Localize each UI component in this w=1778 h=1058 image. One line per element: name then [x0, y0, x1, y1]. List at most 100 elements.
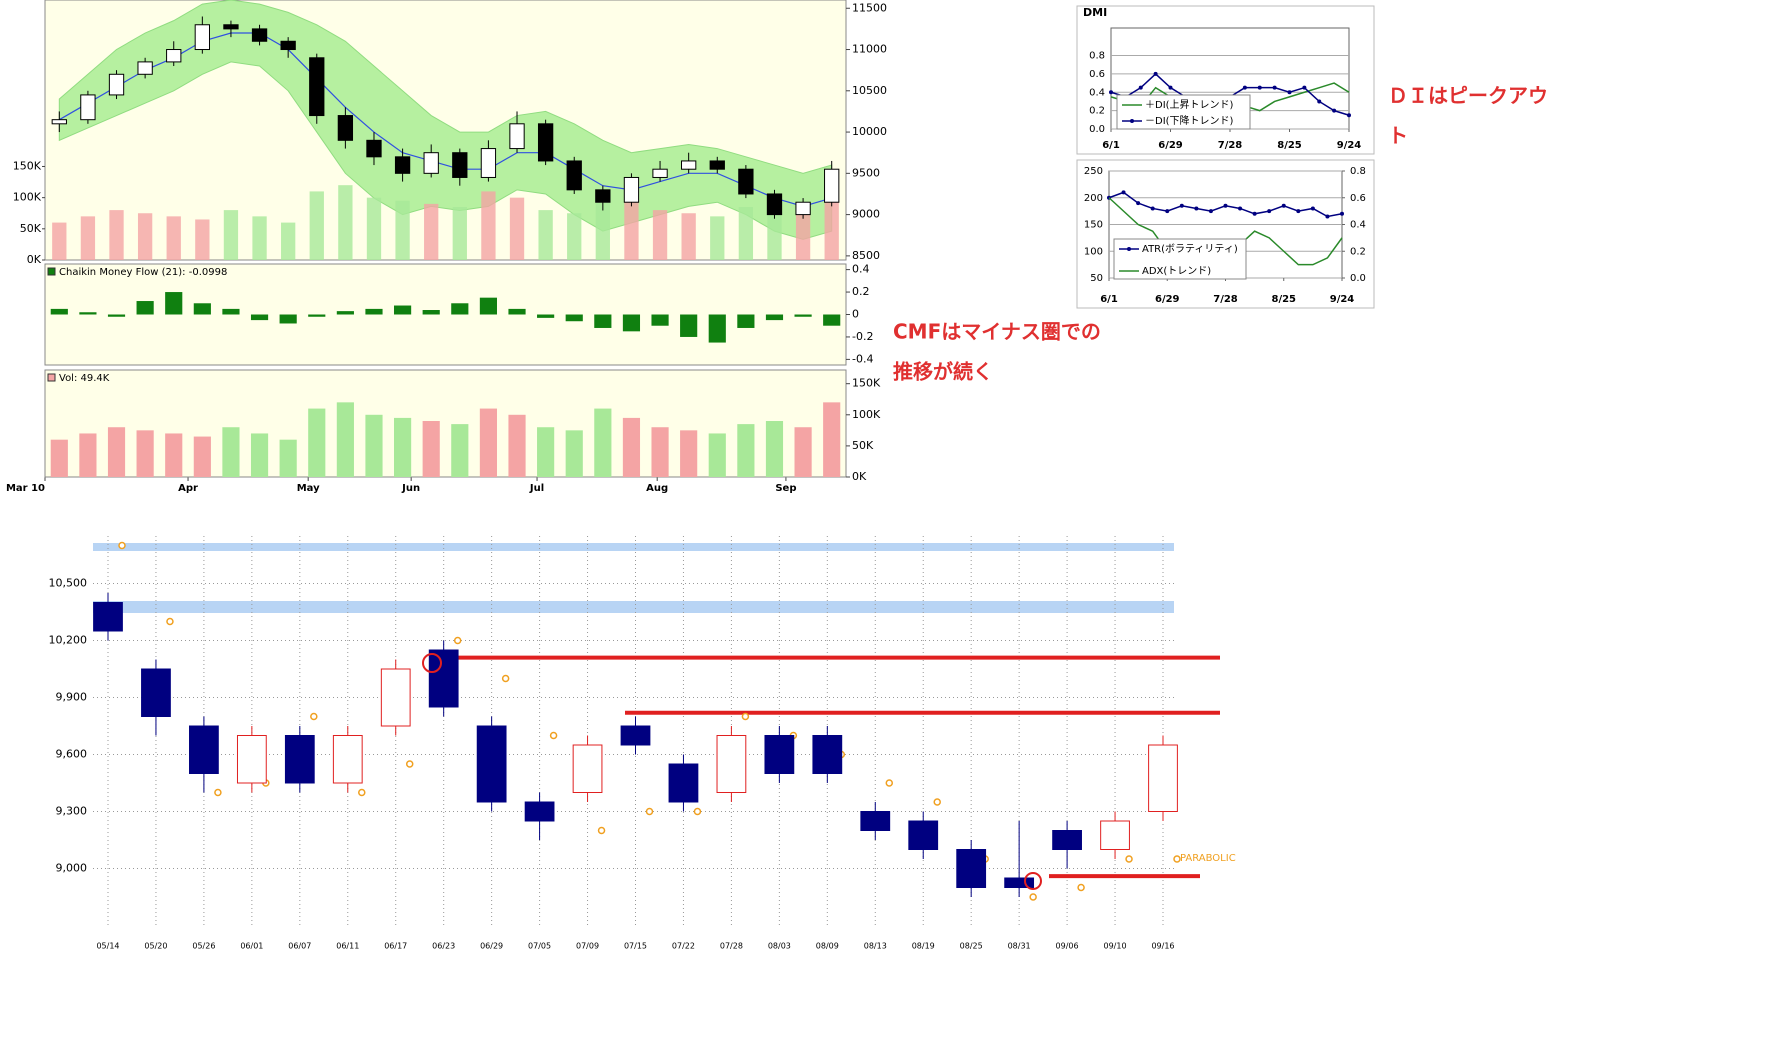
parabolic-dot [214, 788, 222, 797]
volume-bar [624, 200, 639, 260]
bar [250, 433, 269, 477]
volume-bar [509, 197, 525, 260]
y-tick-label: 10,500 [49, 577, 88, 590]
x-tick-label: 09/10 [1104, 942, 1127, 951]
candle-body [137, 61, 153, 75]
candle-body [1148, 744, 1178, 812]
x-tick-label: 06/29 [480, 942, 503, 951]
volume-bar [538, 210, 553, 260]
candle-body [566, 160, 582, 191]
bar [594, 314, 612, 328]
candle-body [423, 152, 439, 174]
bar [165, 433, 183, 477]
candle-body [309, 57, 325, 117]
series-marker [1325, 214, 1330, 219]
y-tick-label: 150 [1084, 220, 1103, 231]
x-tick-label: 9/24 [1330, 294, 1355, 305]
x-tick-label: 09/06 [1056, 942, 1079, 951]
bar [79, 433, 97, 477]
y-tick-label: -0.2 [852, 330, 873, 343]
parabolic-dot [358, 788, 366, 797]
parabolic-dot [693, 807, 702, 816]
y2-tick-label: 0.8 [1350, 166, 1366, 177]
series-marker [1242, 85, 1247, 90]
candle-body [766, 193, 783, 216]
candle-body [738, 168, 754, 195]
parabolic-dot [1029, 893, 1037, 901]
candle-body [251, 28, 268, 42]
series-marker [1302, 85, 1307, 90]
parabolic-label: PARABOLIC [1180, 853, 1236, 864]
x-tick-label: 09/16 [1151, 942, 1174, 951]
parabolic-dot [501, 674, 510, 683]
candle-body [1100, 820, 1130, 850]
x-tick-label: 07/28 [720, 942, 743, 951]
bar [737, 314, 755, 328]
y-tick-label: 10,200 [49, 634, 88, 647]
parabolic-dot [118, 541, 126, 550]
series-marker [1257, 85, 1262, 90]
x-tick-label: 05/26 [192, 942, 215, 951]
x-tick-label: 05/20 [144, 942, 167, 951]
y-tick-label: 200 [1084, 193, 1103, 204]
series-marker [1332, 108, 1337, 113]
annotation: ＤＩはピークアウ [1388, 84, 1548, 108]
y-tick-label: 0 [852, 308, 859, 321]
volume-bar [281, 222, 296, 260]
bar [394, 305, 412, 315]
parabolic-dot [1125, 855, 1133, 863]
legend-label: ATR(ボラティリティ) [1142, 243, 1238, 255]
series-marker [1150, 206, 1155, 211]
series-marker [1194, 206, 1199, 211]
legend-label: ＋DI(上昇トレンド) [1145, 99, 1234, 111]
legend-label: －DI(下降トレンド) [1145, 114, 1234, 127]
candle-body [812, 735, 843, 774]
panel-title: Chaikin Money Flow (21): -0.0998 [59, 267, 227, 278]
y-tick-label: 9000 [852, 208, 880, 221]
x-tick-label: 6/29 [1155, 294, 1180, 305]
series-marker [1238, 206, 1243, 211]
series-marker [1136, 201, 1141, 206]
y-tick-label: 9,600 [56, 748, 88, 761]
candle-body [380, 668, 411, 727]
parabolic-dot [885, 779, 894, 787]
volume-bar [681, 213, 696, 260]
series-marker [1252, 211, 1257, 216]
volume-bar [309, 191, 324, 260]
legend-marker [1130, 119, 1134, 123]
x-tick-label: 07/22 [672, 942, 695, 951]
series-marker [1310, 206, 1315, 211]
bar [422, 421, 440, 477]
x-tick-label: 07/09 [576, 942, 599, 951]
x-tick-label: 06/11 [336, 942, 359, 951]
candle-body [681, 160, 697, 170]
y2-tick-label: 0.2 [1350, 246, 1366, 257]
volume-bar [452, 207, 467, 260]
x-tick-label: 06/01 [240, 942, 263, 951]
y-tick-label: 10000 [852, 125, 887, 138]
panel-title: Vol: 49.4K [59, 373, 110, 384]
series-marker [1267, 209, 1272, 214]
y2-tick-label: 0.0 [1350, 273, 1366, 284]
volume-bar [109, 210, 124, 260]
x-tick-label: 8/25 [1271, 294, 1296, 305]
candle-body [509, 123, 525, 150]
series-marker [1179, 203, 1184, 208]
y-tick-label: 50K [852, 439, 874, 452]
bar [50, 439, 68, 477]
bar [136, 430, 154, 477]
y-tick-label: 11500 [852, 1, 887, 14]
bar [279, 439, 297, 477]
legend-swatch [47, 267, 56, 276]
y-tick-label: 9,000 [56, 862, 88, 875]
bar [250, 314, 269, 321]
series-marker [1347, 113, 1351, 118]
candle-body [108, 73, 125, 96]
series-marker [1165, 209, 1170, 214]
bar [107, 427, 126, 477]
candle-body [956, 849, 987, 888]
x-tick-label: Jul [529, 483, 544, 494]
bar [136, 301, 154, 315]
volume-bar [738, 207, 754, 260]
